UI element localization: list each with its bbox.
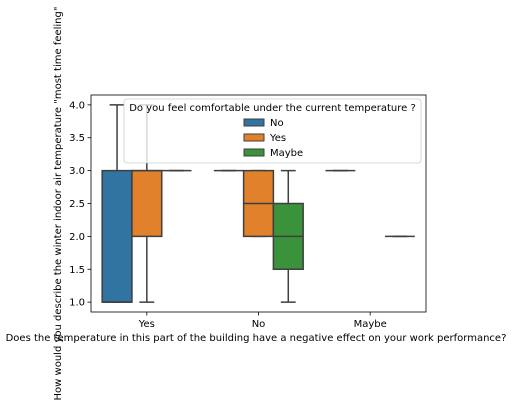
boxes-layer: [101, 104, 415, 303]
box-no-yes: [101, 104, 133, 303]
legend-title: Do you feel comfortable under the curren…: [129, 103, 416, 114]
y-axis: 1.0 1.5 2.0 2.5 3.0 3.5 4.0 How would you descr…: [53, 7, 91, 401]
box-body: [131, 169, 163, 238]
x-axis-label: Does the temperature in this part of the…: [6, 333, 507, 344]
legend-swatch-yes: [243, 133, 265, 142]
legend-label-yes: Yes: [269, 133, 286, 144]
y-tick-label: 1.0: [69, 298, 85, 309]
x-tick-label: Maybe: [354, 319, 387, 330]
y-tick-label: 3.0: [69, 166, 85, 177]
x-axis: Yes No Maybe Does the temperature in this p…: [6, 312, 507, 344]
y-tick-label: 2.5: [69, 199, 85, 210]
legend-swatch-maybe: [243, 148, 265, 157]
box-yes-no: [242, 169, 275, 238]
box-body: [101, 169, 133, 303]
box-maybe-no: [272, 169, 304, 303]
box-yes-yes: [131, 104, 163, 303]
y-tick-label: 3.5: [69, 133, 85, 144]
legend-label-maybe: Maybe: [270, 148, 303, 159]
y-axis-label: How would you describe the winter indoor…: [53, 7, 64, 401]
legend-swatch-no: [243, 118, 265, 127]
y-tick-label: 4.0: [69, 100, 85, 111]
y-tick-label: 2.0: [69, 232, 85, 243]
y-tick-label: 1.5: [69, 265, 85, 276]
x-tick-label: No: [252, 319, 266, 330]
legend: Do you feel comfortable under the curren…: [123, 98, 422, 164]
legend-frame: [123, 98, 422, 164]
legend-label-no: No: [270, 118, 284, 129]
x-tick-label: Yes: [138, 319, 155, 330]
